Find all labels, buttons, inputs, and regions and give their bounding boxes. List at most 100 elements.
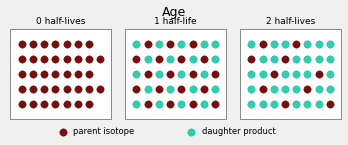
- Point: [145, 58, 150, 60]
- Point: [75, 88, 80, 90]
- Point: [260, 88, 265, 90]
- Point: [304, 103, 310, 105]
- Point: [190, 43, 195, 45]
- Point: [19, 103, 24, 105]
- Point: [201, 88, 207, 90]
- Point: [86, 43, 92, 45]
- Text: 0 half-lives: 0 half-lives: [36, 17, 86, 26]
- Point: [248, 73, 254, 75]
- Point: [97, 88, 103, 90]
- Point: [304, 58, 310, 60]
- Point: [64, 103, 69, 105]
- Point: [145, 88, 150, 90]
- Point: [134, 88, 139, 90]
- Point: [327, 73, 333, 75]
- Point: [190, 58, 195, 60]
- Point: [248, 43, 254, 45]
- Point: [75, 103, 80, 105]
- Point: [167, 58, 173, 60]
- Point: [179, 43, 184, 45]
- Point: [201, 103, 207, 105]
- Point: [86, 58, 92, 60]
- Point: [30, 103, 35, 105]
- Point: [327, 58, 333, 60]
- Point: [190, 103, 195, 105]
- Point: [179, 73, 184, 75]
- Point: [19, 58, 24, 60]
- Point: [316, 73, 322, 75]
- Point: [134, 58, 139, 60]
- Point: [41, 73, 47, 75]
- Text: 1 half-life: 1 half-life: [155, 17, 197, 26]
- Point: [145, 43, 150, 45]
- Point: [271, 73, 277, 75]
- Point: [64, 88, 69, 90]
- Point: [282, 58, 288, 60]
- Point: [316, 58, 322, 60]
- Point: [293, 73, 299, 75]
- Point: [167, 88, 173, 90]
- Point: [316, 88, 322, 90]
- Point: [201, 58, 207, 60]
- Text: Age: Age: [162, 6, 186, 19]
- Point: [260, 103, 265, 105]
- Point: [156, 73, 162, 75]
- Point: [145, 73, 150, 75]
- Point: [304, 43, 310, 45]
- Point: [271, 58, 277, 60]
- Point: [64, 43, 69, 45]
- Point: [53, 103, 58, 105]
- Point: [271, 103, 277, 105]
- Point: [167, 103, 173, 105]
- Point: [19, 43, 24, 45]
- Text: parent isotope: parent isotope: [73, 127, 134, 136]
- Text: daughter product: daughter product: [202, 127, 276, 136]
- Point: [60, 131, 65, 133]
- Point: [260, 58, 265, 60]
- Point: [327, 103, 333, 105]
- Point: [19, 73, 24, 75]
- Point: [134, 43, 139, 45]
- Point: [282, 43, 288, 45]
- Point: [86, 88, 92, 90]
- Point: [248, 58, 254, 60]
- Point: [97, 58, 103, 60]
- Point: [156, 103, 162, 105]
- Point: [53, 73, 58, 75]
- Point: [156, 88, 162, 90]
- Point: [30, 58, 35, 60]
- Point: [293, 88, 299, 90]
- Point: [201, 73, 207, 75]
- Point: [293, 43, 299, 45]
- Point: [282, 103, 288, 105]
- Point: [282, 73, 288, 75]
- Point: [30, 73, 35, 75]
- Point: [41, 58, 47, 60]
- Point: [30, 88, 35, 90]
- Point: [212, 103, 218, 105]
- Point: [293, 58, 299, 60]
- Point: [304, 88, 310, 90]
- Point: [212, 73, 218, 75]
- Point: [19, 88, 24, 90]
- Point: [212, 58, 218, 60]
- Point: [86, 103, 92, 105]
- Point: [64, 73, 69, 75]
- Point: [41, 103, 47, 105]
- Point: [304, 73, 310, 75]
- Point: [190, 73, 195, 75]
- Point: [53, 58, 58, 60]
- Point: [167, 43, 173, 45]
- Point: [179, 58, 184, 60]
- Point: [53, 88, 58, 90]
- Point: [248, 103, 254, 105]
- Point: [75, 43, 80, 45]
- Point: [53, 43, 58, 45]
- Point: [86, 73, 92, 75]
- Point: [212, 43, 218, 45]
- Point: [316, 43, 322, 45]
- Point: [167, 73, 173, 75]
- Point: [30, 43, 35, 45]
- Point: [271, 43, 277, 45]
- Point: [75, 58, 80, 60]
